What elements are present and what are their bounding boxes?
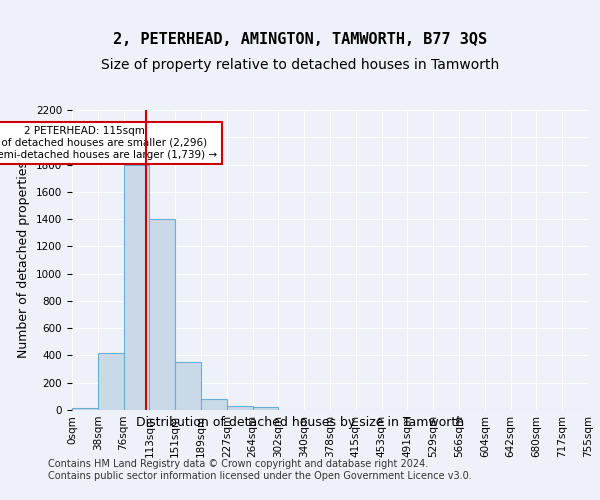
Text: Contains HM Land Registry data © Crown copyright and database right 2024.
Contai: Contains HM Land Registry data © Crown c… [48, 459, 472, 481]
Bar [124, 164, 149, 410]
Bar [98, 352, 124, 410]
Text: 2 PETERHEAD: 115sqm
← 56% of detached houses are smaller (2,296)
43% of semi-det: 2 PETERHEAD: 115sqm ← 56% of detached ho… [0, 126, 217, 160]
Bar [72, 408, 98, 410]
Bar [149, 219, 175, 410]
Bar [227, 406, 253, 410]
Text: 2, PETERHEAD, AMINGTON, TAMWORTH, B77 3QS: 2, PETERHEAD, AMINGTON, TAMWORTH, B77 3Q… [113, 32, 487, 48]
Text: Distribution of detached houses by size in Tamworth: Distribution of detached houses by size … [136, 416, 464, 429]
Bar [175, 362, 201, 410]
Bar [201, 399, 227, 410]
Text: Size of property relative to detached houses in Tamworth: Size of property relative to detached ho… [101, 58, 499, 72]
Bar [253, 408, 278, 410]
Y-axis label: Number of detached properties: Number of detached properties [17, 162, 31, 358]
